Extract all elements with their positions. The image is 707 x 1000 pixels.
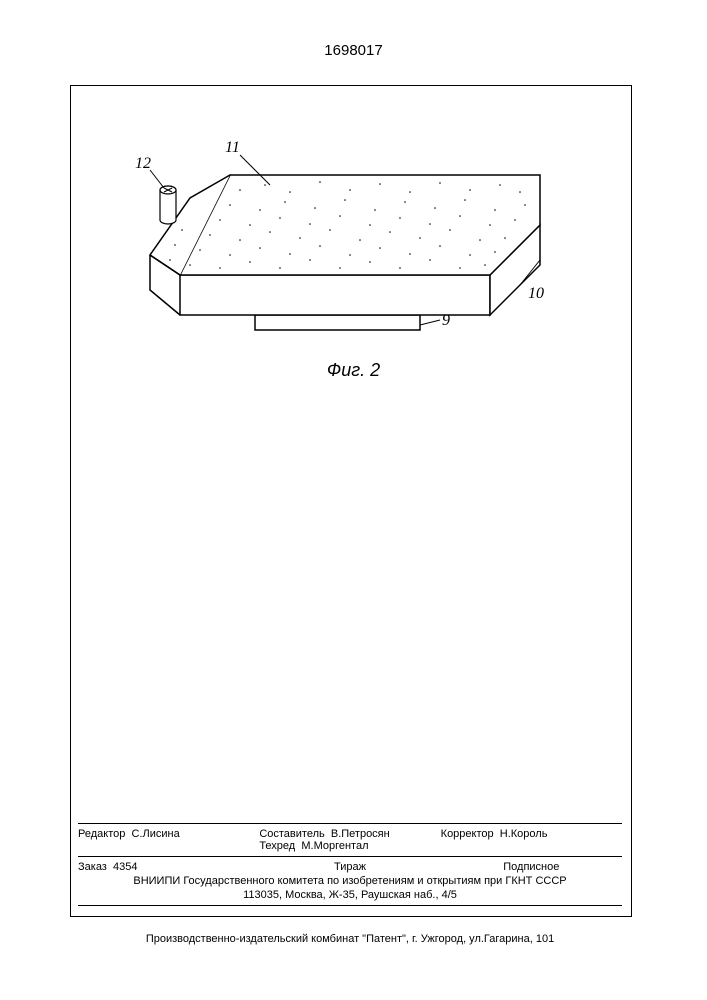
tirazh-cell: Тираж: [259, 861, 440, 873]
editor-cell: Редактор С.Лисина: [78, 828, 259, 852]
compiler-name: В.Петросян: [331, 828, 390, 840]
techred-name: М.Моргентал: [301, 840, 368, 852]
footer-block: Редактор С.Лисина Составитель В.Петросян…: [78, 819, 622, 910]
editor-name: С.Лисина: [131, 828, 179, 840]
footer-credits-row: Редактор С.Лисина Составитель В.Петросян…: [78, 828, 622, 852]
footer-divider: [78, 823, 622, 824]
corrector-label: Корректор: [441, 828, 494, 840]
label-9: 9: [442, 312, 450, 329]
figure-2: 11 12 10 9: [120, 120, 560, 380]
footer-order-row: Заказ 4354 Тираж Подписное: [78, 861, 622, 873]
middle-credits: Составитель В.Петросян Техред М.Моргента…: [259, 828, 440, 852]
label-12: 12: [135, 155, 151, 172]
order-label: Заказ: [78, 861, 107, 873]
footer-divider: [78, 905, 622, 906]
org-line-2: 113035, Москва, Ж-35, Раушская наб., 4/5: [78, 889, 622, 901]
compiler-label: Составитель: [259, 828, 324, 840]
editor-label: Редактор: [78, 828, 125, 840]
podpisnoe-cell: Подписное: [441, 861, 622, 873]
figure-caption: Фиг. 2: [0, 360, 707, 381]
figure-svg: 11 12 10 9: [120, 120, 560, 380]
footer-divider: [78, 856, 622, 857]
corrector-name: Н.Король: [500, 828, 548, 840]
document-number: 1698017: [0, 42, 707, 59]
corrector-cell: Корректор Н.Король: [441, 828, 622, 852]
label-10: 10: [528, 285, 544, 302]
org-line-1: ВНИИПИ Государственного комитета по изоб…: [78, 875, 622, 887]
print-line: Производственно-издательский комбинат "П…: [78, 933, 622, 945]
order-number: 4354: [113, 861, 137, 873]
order-cell: Заказ 4354: [78, 861, 259, 873]
label-11: 11: [225, 139, 240, 156]
techred-label: Техред: [259, 840, 295, 852]
